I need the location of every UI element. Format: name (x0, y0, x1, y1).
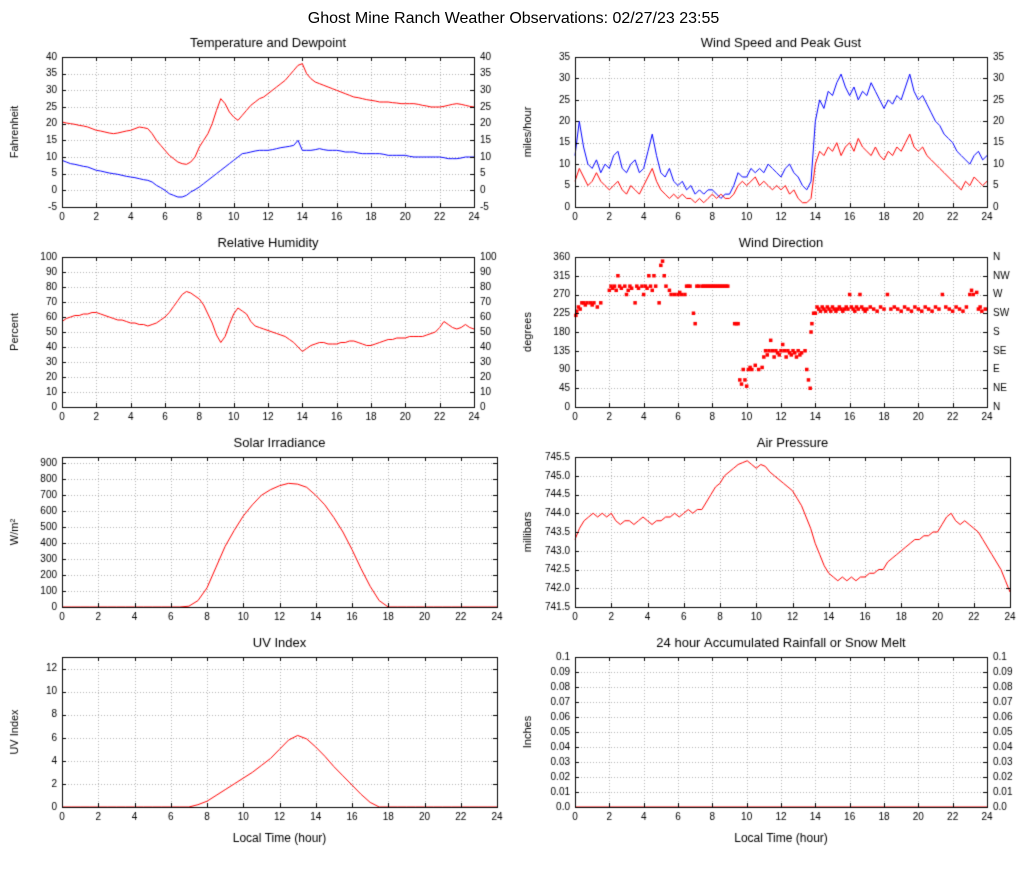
charts-grid (0, 32, 1027, 850)
chart-rainfall (517, 632, 1023, 850)
chart-wind-direction (517, 232, 1023, 432)
chart-air-pressure (517, 432, 1023, 632)
chart-relative-humidity (4, 232, 510, 432)
chart-uv-index (4, 632, 510, 850)
chart-wind-speed-peak-gust (517, 32, 1023, 232)
page-title: Ghost Mine Ranch Weather Observations: 0… (307, 10, 720, 27)
chart-temperature-dewpoint (4, 32, 510, 232)
chart-solar-irradiance (4, 432, 510, 632)
